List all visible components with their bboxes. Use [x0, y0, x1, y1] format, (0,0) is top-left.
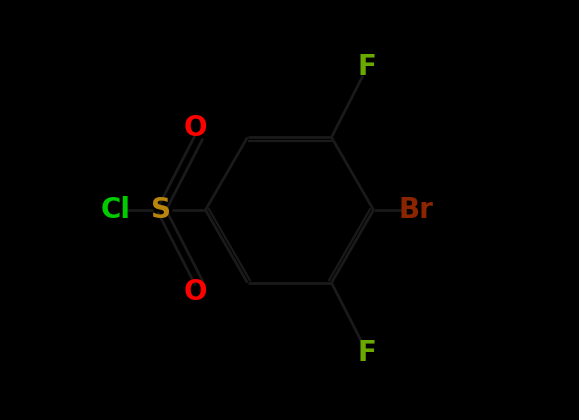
Text: O: O	[183, 278, 207, 306]
Text: O: O	[183, 114, 207, 142]
Text: Br: Br	[398, 196, 433, 224]
Text: Cl: Cl	[100, 196, 130, 224]
Text: F: F	[358, 339, 376, 367]
Text: S: S	[151, 196, 171, 224]
Text: F: F	[358, 53, 376, 81]
